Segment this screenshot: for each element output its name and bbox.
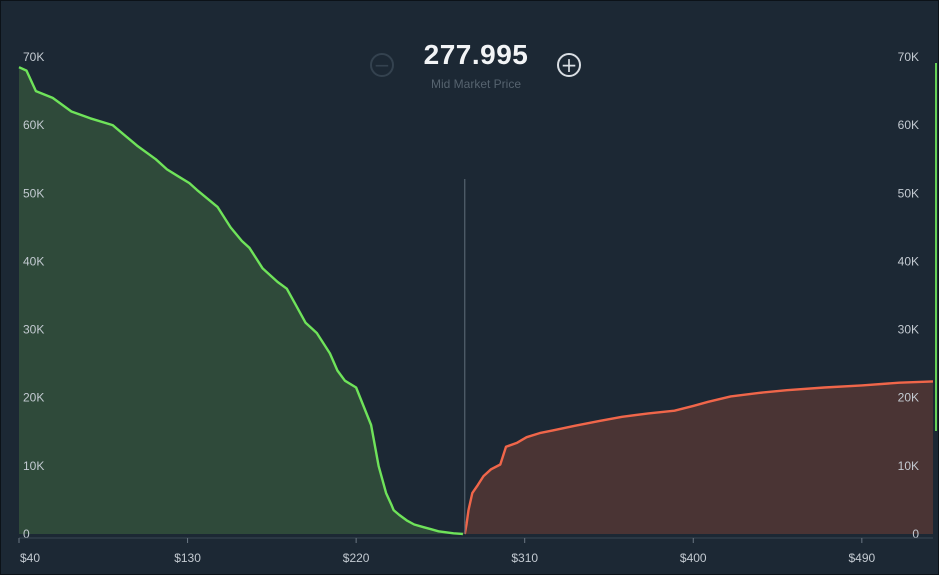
y-tick-label-left: 40K [23,254,44,268]
y-tick-label-left: 10K [23,459,44,473]
y-tick-label-right: 0 [912,527,919,541]
bid-area-fill [19,67,463,534]
x-tick-label: $130 [174,551,201,565]
x-tick-label: $490 [848,551,875,565]
y-tick-label-left: 70K [23,50,44,64]
x-tick-label: $400 [680,551,707,565]
y-tick-label-left: 30K [23,323,44,337]
y-tick-label-right: 50K [898,186,919,200]
ask-area-fill [464,381,933,534]
ask-depth-line [463,380,934,535]
y-tick-label-right: 10K [898,459,919,473]
x-tick-label: $40 [20,551,40,565]
y-tick-label-left: 0 [23,527,30,541]
mid-market-price-value: 277.995 [423,39,529,70]
y-tick-label-right: 70K [898,50,919,64]
y-tick-label-right: 60K [898,118,919,132]
y-tick-label-right: 40K [898,254,919,268]
y-tick-label-left: 60K [23,118,44,132]
minus-circle-icon[interactable]: − [370,53,394,77]
y-tick-label-right: 30K [898,323,919,337]
x-tick-label: $310 [511,551,538,565]
y-tick-label-left: 50K [23,186,44,200]
x-tick-label: $220 [343,551,370,565]
mid-market-price-header: − 277.995 Mid Market Price + [361,37,591,97]
mid-market-price-label: Mid Market Price [430,77,522,91]
y-tick-label-left: 20K [23,391,44,405]
plus-circle-icon[interactable]: + [557,53,581,77]
y-tick-label-right: 20K [898,391,919,405]
bid-depth-line [18,66,464,536]
